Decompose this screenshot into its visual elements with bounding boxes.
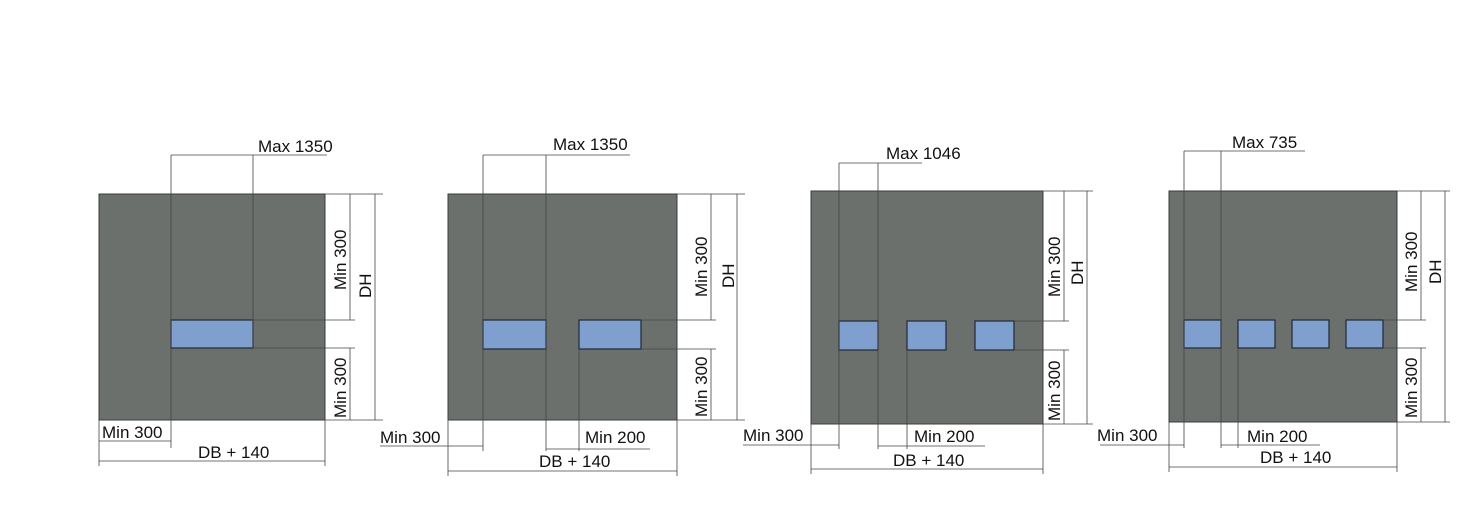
db-label: DB + 140: [1260, 448, 1331, 467]
window-pane: [170, 319, 254, 349]
window-pane: [1183, 319, 1222, 349]
window-pane: [482, 319, 547, 350]
window-pane: [1237, 319, 1276, 349]
db-label: DB + 140: [539, 452, 610, 471]
diagram-4: Max 735 Min 300 Min 300 DH Min 300 Min 2…: [1097, 133, 1450, 472]
min-top-label: Min 300: [1045, 237, 1064, 297]
min-side-label: Min 300: [102, 423, 162, 442]
min-side-label: Min 300: [1097, 426, 1157, 445]
max-width-label: Max 1046: [886, 144, 961, 163]
window-pane: [578, 319, 642, 350]
window-pane: [906, 320, 947, 351]
dh-label: DH: [719, 263, 738, 288]
dh-label: DH: [1426, 259, 1445, 284]
diagram-2: Max 1350 Min 300 Min 300 DH Min 300 Min …: [380, 135, 745, 476]
max-width-label: Max 1350: [553, 135, 628, 154]
min-bottom-label: Min 300: [331, 358, 350, 418]
door-panel: [810, 190, 1044, 425]
min-gap-label: Min 200: [914, 427, 974, 446]
min-top-label: Min 300: [692, 237, 711, 297]
window-pane: [838, 320, 879, 351]
min-bottom-label: Min 300: [1045, 361, 1064, 421]
diagram-3: Max 1046 Min 300 Min 300 DH Min 300 Min …: [743, 144, 1093, 474]
window-pane: [1291, 319, 1330, 349]
min-bottom-label: Min 300: [1402, 358, 1421, 418]
dh-label: DH: [1068, 260, 1087, 285]
max-width-label: Max 1350: [258, 137, 333, 156]
door-panel: [98, 193, 326, 421]
window-pane: [1345, 319, 1384, 349]
db-label: DB + 140: [893, 451, 964, 470]
min-side-label: Min 300: [380, 428, 440, 447]
diagram-1: Max 1350 Min 300 Min 300 DH Min 300 DB +…: [98, 137, 383, 466]
min-gap-label: Min 200: [585, 428, 645, 447]
min-bottom-label: Min 300: [692, 357, 711, 417]
min-top-label: Min 300: [1402, 232, 1421, 292]
min-top-label: Min 300: [331, 230, 350, 290]
window-pane: [974, 320, 1015, 351]
dh-label: DH: [356, 273, 375, 298]
door-panel: [1168, 190, 1398, 423]
min-side-label: Min 300: [743, 426, 803, 445]
db-label: DB + 140: [198, 443, 269, 462]
min-gap-label: Min 200: [1247, 427, 1307, 446]
door-panel: [447, 193, 678, 421]
max-width-label: Max 735: [1232, 133, 1297, 152]
